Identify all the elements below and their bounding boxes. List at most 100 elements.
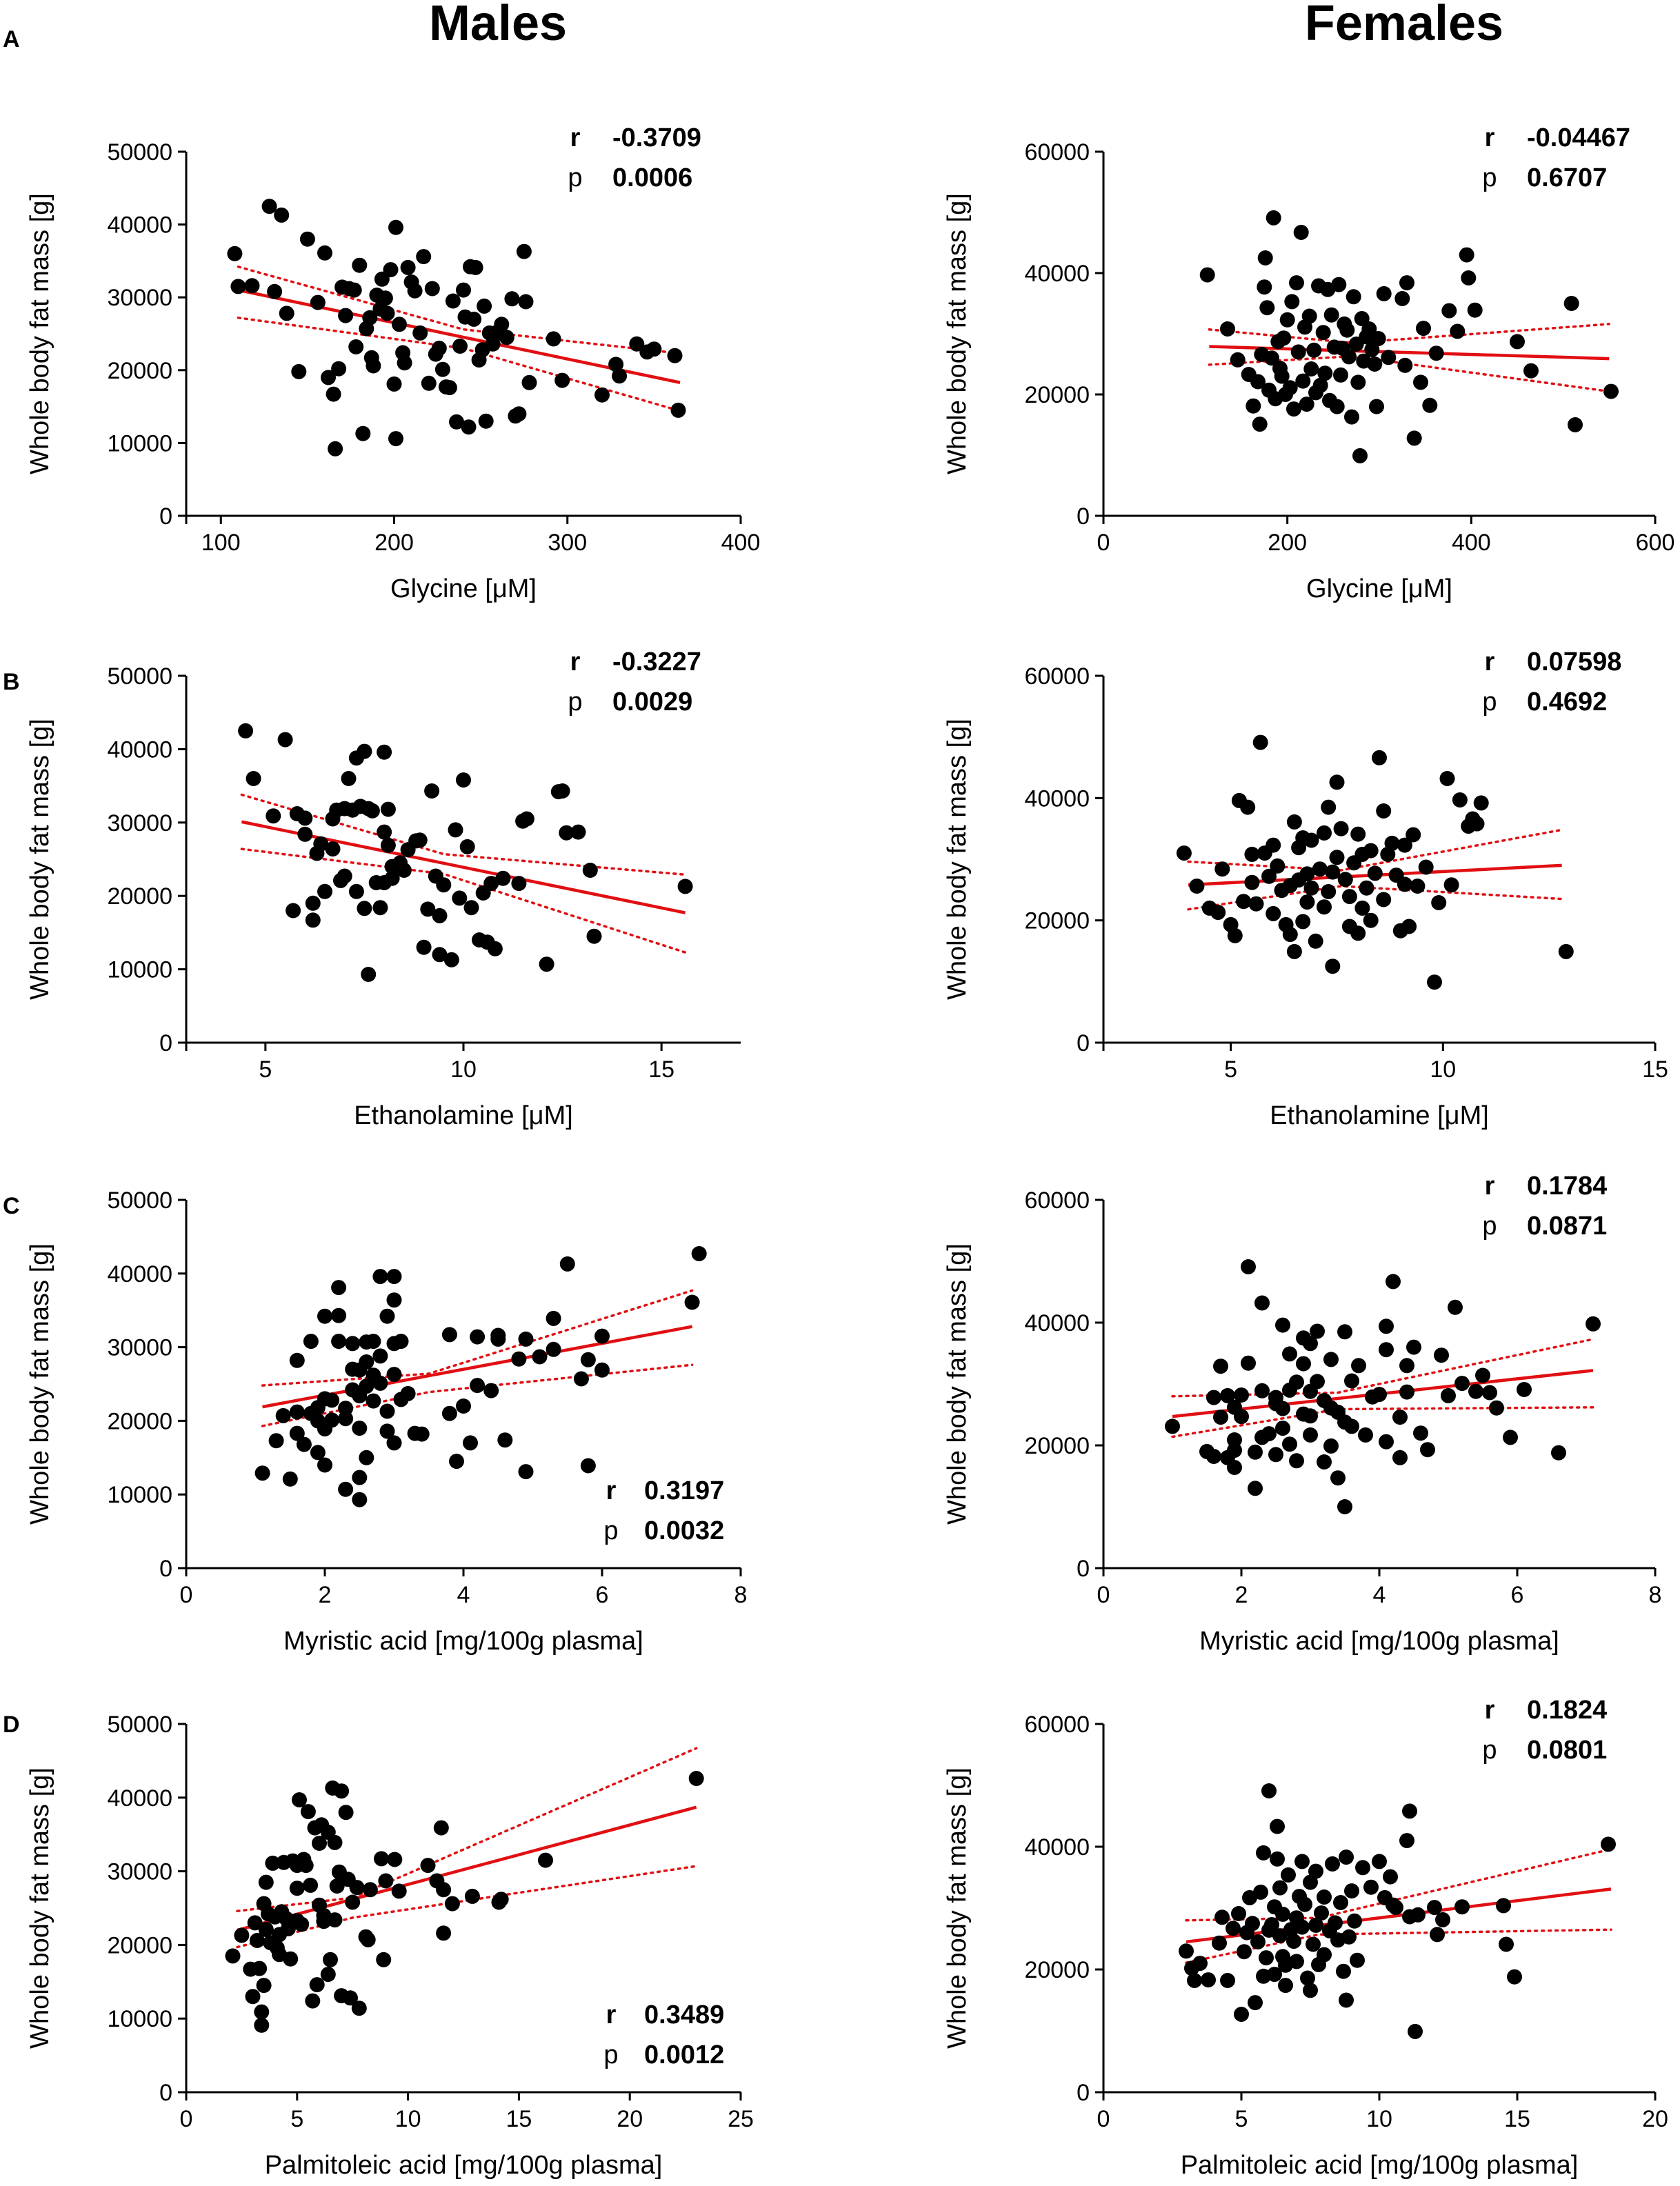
data-point	[1270, 1851, 1285, 1867]
data-point	[331, 1280, 347, 1296]
data-point	[379, 1308, 395, 1324]
data-point	[1165, 1418, 1180, 1434]
y-tick-label: 10000	[107, 1482, 172, 1508]
data-point	[470, 1378, 486, 1394]
data-point	[1358, 1427, 1373, 1443]
data-point	[1179, 1943, 1194, 1959]
data-point	[1281, 1867, 1296, 1883]
y-tick-label: 0	[1077, 1030, 1090, 1056]
data-point	[1401, 919, 1417, 934]
y-tick-label: 40000	[1024, 261, 1090, 287]
data-point	[1275, 1317, 1290, 1333]
data-point	[279, 305, 294, 321]
data-point	[452, 890, 468, 906]
y-tick-label: 10000	[107, 2006, 172, 2032]
data-point	[464, 1888, 480, 1904]
data-point	[1399, 275, 1414, 291]
data-point	[1434, 1347, 1449, 1363]
data-point	[1333, 821, 1349, 836]
data-point	[1303, 1408, 1318, 1424]
data-point	[1289, 1374, 1304, 1390]
x-tick-label: 8	[1649, 1582, 1662, 1608]
x-tick-label: 400	[1452, 530, 1491, 556]
y-tick-label: 10000	[107, 430, 172, 457]
data-point	[518, 294, 534, 310]
data-point	[1206, 1390, 1221, 1405]
y-tick-label: 0	[159, 1556, 172, 1582]
data-point	[1363, 912, 1379, 928]
data-point	[1272, 1880, 1288, 1896]
data-point	[412, 832, 428, 848]
data-point	[1317, 365, 1333, 381]
data-point	[412, 325, 428, 341]
data-point	[321, 370, 336, 385]
y-tick-label: 20000	[1024, 1433, 1090, 1459]
data-point	[1321, 799, 1337, 815]
data-point	[490, 1331, 506, 1347]
data-point	[1299, 397, 1314, 412]
r-value: -0.3709	[612, 123, 701, 152]
x-tick-label: 5	[290, 2106, 303, 2132]
data-point	[331, 361, 347, 377]
data-point	[1248, 1444, 1263, 1460]
panel-b-m: 0 10000 20000 30000 40000 50000 5 10 15 Ethanolam…	[26, 648, 741, 1130]
data-point	[254, 2017, 270, 2033]
data-point	[1227, 1432, 1242, 1447]
data-point	[1376, 803, 1392, 819]
panel-letter-c: C	[3, 1193, 20, 1219]
data-point	[289, 1352, 305, 1368]
data-point	[443, 952, 459, 967]
panel-letter-a: A	[3, 26, 20, 52]
p-label: p	[568, 688, 582, 716]
data-point	[1293, 225, 1309, 240]
data-point	[1241, 1259, 1256, 1274]
data-point	[1303, 1427, 1318, 1443]
data-point	[1303, 1336, 1318, 1352]
data-point	[1603, 383, 1619, 399]
x-tick-label: 5	[259, 1056, 272, 1083]
data-point	[516, 243, 532, 259]
data-point	[1278, 1978, 1293, 1994]
data-point	[327, 1834, 343, 1850]
data-point	[1270, 858, 1286, 874]
data-point	[313, 836, 329, 852]
x-tick-label: 15	[648, 1056, 674, 1083]
p-value: 0.0871	[1527, 1212, 1607, 1241]
data-point	[478, 413, 494, 429]
data-point	[296, 1436, 312, 1452]
data-point	[1248, 1995, 1263, 2011]
x-axis-label: Myristic acid [mg/100g plasma]	[1199, 1627, 1559, 1656]
r-value: 0.1824	[1527, 1696, 1607, 1725]
data-point	[289, 1404, 305, 1420]
data-point	[267, 283, 283, 299]
x-tick-label: 6	[596, 1582, 609, 1608]
p-value: 0.0012	[644, 2040, 724, 2069]
data-point	[383, 262, 399, 278]
y-tick-label: 60000	[1024, 1712, 1090, 1738]
data-point	[452, 339, 468, 354]
x-tick-label: 10	[450, 1056, 477, 1083]
data-point	[1266, 210, 1281, 225]
y-axis-label: Whole body fat mass [g]	[943, 1243, 972, 1525]
data-point	[483, 1383, 499, 1398]
data-point	[1267, 1967, 1282, 1983]
data-point	[594, 387, 610, 403]
data-point	[1310, 1374, 1325, 1390]
data-point	[1350, 925, 1366, 941]
data-point	[349, 1880, 365, 1896]
data-point	[1237, 1944, 1252, 1960]
data-point	[463, 900, 479, 916]
data-point	[1416, 321, 1431, 337]
data-point	[1315, 325, 1331, 341]
data-point	[388, 431, 403, 447]
data-point	[392, 317, 407, 332]
data-point	[1379, 1434, 1394, 1450]
data-point	[1303, 832, 1319, 848]
data-point	[1246, 398, 1261, 414]
data-point	[1489, 1400, 1504, 1416]
r-value: 0.07598	[1527, 648, 1621, 676]
data-point	[1330, 1470, 1346, 1486]
data-point	[559, 1256, 575, 1272]
data-point	[274, 207, 290, 223]
data-point	[261, 199, 277, 214]
